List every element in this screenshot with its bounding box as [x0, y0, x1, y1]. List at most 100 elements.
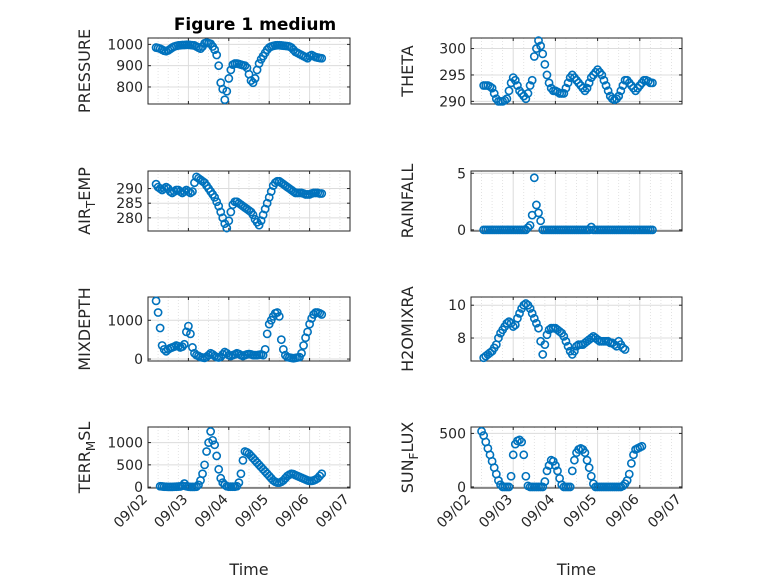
data-point [542, 70, 552, 80]
y-tick-label: 1000 [107, 313, 143, 329]
data-point [485, 82, 495, 91]
data-point [153, 308, 163, 317]
data-point [186, 329, 195, 339]
axes-box [147, 426, 351, 489]
data-point [540, 60, 550, 69]
data-point [618, 481, 628, 491]
data-point [624, 469, 634, 479]
data-point [297, 348, 306, 358]
data-point [586, 471, 596, 481]
data-point [183, 321, 193, 331]
data-point [317, 469, 327, 479]
data-point [206, 427, 216, 436]
data-point [527, 75, 537, 85]
data-point [532, 318, 541, 328]
data-point [523, 223, 533, 233]
data-point [317, 189, 327, 198]
data-point [485, 348, 495, 358]
data-point [204, 350, 213, 360]
data-point [519, 450, 529, 460]
y-axis-label: SUNFLUX [398, 422, 421, 494]
data-point [222, 86, 232, 96]
data-point [515, 309, 524, 318]
data-point [515, 435, 524, 445]
data-point [510, 75, 520, 85]
data-point [487, 83, 497, 93]
data-point [236, 469, 246, 479]
data-point [276, 335, 286, 345]
data-point [620, 345, 630, 354]
data-point [183, 187, 193, 196]
data-point [521, 94, 531, 104]
data-point [580, 448, 590, 458]
data-point [192, 482, 201, 492]
y-tick-label: 285 [116, 196, 143, 212]
data-point [513, 81, 522, 90]
data-point [240, 61, 250, 71]
data-point [548, 456, 558, 466]
y-axis-label: TERRMSL [75, 422, 98, 495]
y-axis-label-suffix: SL [75, 422, 94, 441]
data-point [194, 480, 203, 490]
data-point [534, 36, 543, 46]
data-point [542, 330, 552, 340]
y-tick-label: 900 [116, 59, 143, 75]
data-point [563, 341, 573, 351]
y-axis-label: H2OMIXRA [398, 286, 417, 372]
y-tick-label: 0 [134, 480, 143, 496]
data-point [179, 339, 189, 349]
data-point [159, 344, 169, 354]
data-point [525, 304, 535, 313]
data-point [536, 41, 546, 51]
data-point [248, 78, 258, 88]
subplot-pressure: 800 900 1000 PRESSURE [75, 29, 351, 113]
y-axis-label: RAINFALL [398, 164, 417, 239]
data-point [517, 437, 527, 447]
data-point [186, 188, 195, 198]
data-point [212, 451, 222, 461]
y-axis-label: THETA [398, 45, 417, 97]
figure-title: Figure 1 medium [174, 15, 336, 35]
data-point [248, 210, 258, 220]
data-point [224, 216, 234, 226]
y-tick-label: 295 [439, 68, 466, 84]
data-point [534, 208, 543, 218]
data-point [238, 455, 248, 465]
data-point [508, 322, 518, 331]
data-point [210, 192, 220, 202]
data-point [614, 91, 624, 101]
data-point [254, 220, 264, 230]
data-point [553, 466, 562, 476]
data-point [188, 187, 197, 196]
y-axis-label-prefix: AIR [75, 208, 94, 235]
y-tick-label: 5 [457, 166, 466, 182]
y-tick-label: 0 [457, 223, 466, 239]
y-tick-label: 1000 [107, 436, 143, 452]
y-tick-label: 8 [457, 331, 466, 347]
y-tick-label: 0 [457, 480, 466, 496]
data-point [538, 49, 548, 59]
y-tick-label: 0 [134, 352, 143, 368]
data-point [584, 463, 594, 473]
data-point [601, 81, 611, 90]
data-point [648, 78, 657, 88]
y-tick-label: 280 [116, 211, 143, 227]
axes-box [147, 296, 351, 362]
data-point [527, 309, 537, 318]
data-point [299, 341, 308, 350]
y-tick-label: 800 [116, 80, 143, 96]
y-tick-label: 10 [448, 298, 466, 314]
y-tick-label: 290 [439, 94, 466, 110]
axes-box [470, 37, 683, 105]
data-point [626, 458, 636, 468]
y-axis-label-subscript: T [84, 200, 98, 209]
data-point [202, 447, 211, 456]
data-point [561, 83, 571, 93]
y-axis-label-prefix: TERR [75, 451, 94, 494]
data-point [250, 74, 260, 83]
y-axis-label-subscript: F [407, 452, 421, 459]
data-point [525, 220, 535, 230]
data-point [208, 435, 218, 445]
y-axis-label-subscript: M [84, 441, 98, 451]
